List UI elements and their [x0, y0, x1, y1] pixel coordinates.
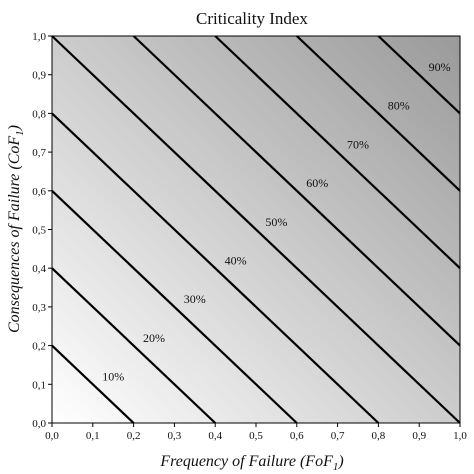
criticality-line-9 [377, 35, 461, 115]
y-axis-label-close: ) [6, 125, 23, 131]
x-tick-label: 0,5 [249, 430, 263, 442]
y-tick-label: 0,5 [32, 225, 46, 237]
criticality-line-7 [214, 35, 461, 269]
line-label-9: 90% [429, 60, 451, 74]
x-axis-ticks: 0,0 0,1 0,2 0,3 0,4 0,5 0,6 0,7 0,8 0,9 1,0 [45, 423, 467, 442]
line-label-4: 40% [225, 253, 247, 267]
criticality-line-labels: 10% 20% 30% 40% 50% 60% 70% 80% 90% [102, 60, 451, 384]
y-axis-ticks: 0,0 0,1 0,2 0,3 0,4 0,5 0,6 0,7 0,8 0,9 1,0 [32, 31, 52, 430]
y-tick-label: 0,8 [32, 108, 46, 120]
x-axis-label: Frequency of Failure (FoF1) [159, 453, 343, 473]
y-tick-label: 0,4 [32, 263, 46, 275]
x-tick-label: 0,3 [168, 430, 182, 442]
y-tick-label: 0,2 [32, 341, 46, 353]
x-axis-label-sub: 1 [333, 461, 339, 473]
criticality-line-5 [51, 35, 461, 424]
y-tick-label: 1,0 [32, 31, 46, 43]
line-label-7: 70% [347, 137, 369, 151]
x-tick-label: 0,2 [127, 430, 141, 442]
y-axis-label: Consequences of Failure (CoF1) [6, 125, 26, 333]
line-label-1: 10% [102, 370, 124, 384]
criticality-lines [51, 35, 461, 424]
line-label-2: 20% [143, 331, 165, 345]
x-tick-label: 0,4 [208, 430, 222, 442]
x-tick-label: 0,7 [331, 430, 345, 442]
x-axis-label-main: Frequency of Failure (FoF [159, 453, 333, 470]
y-tick-label: 0,6 [32, 186, 46, 198]
line-label-5: 50% [265, 215, 287, 229]
criticality-line-8 [296, 35, 461, 192]
criticality-line-3 [51, 190, 298, 424]
y-axis-label-main: Consequences of Failure (CoF [6, 136, 23, 333]
y-tick-label: 0,0 [32, 418, 46, 430]
line-label-3: 30% [184, 292, 206, 306]
criticality-line-4 [51, 112, 380, 424]
line-label-8: 80% [388, 99, 410, 113]
x-axis-label-close: ) [337, 453, 343, 470]
criticality-line-2 [51, 267, 216, 424]
chart-title: Criticality Index [196, 9, 308, 28]
x-tick-label: 0,1 [86, 430, 100, 442]
y-axis-label-sub: 1 [14, 130, 26, 136]
y-tick-label: 0,7 [32, 147, 46, 159]
y-tick-label: 0,3 [32, 302, 46, 314]
x-tick-label: 0,0 [45, 430, 59, 442]
x-tick-label: 0,9 [412, 430, 426, 442]
criticality-line-6 [132, 35, 461, 347]
x-tick-label: 0,8 [372, 430, 386, 442]
x-tick-label: 0,6 [290, 430, 304, 442]
y-tick-label: 0,9 [32, 70, 46, 82]
criticality-line-1 [51, 344, 135, 424]
line-label-6: 60% [306, 176, 328, 190]
y-tick-label: 0,1 [32, 379, 46, 391]
x-tick-label: 1,0 [453, 430, 467, 442]
